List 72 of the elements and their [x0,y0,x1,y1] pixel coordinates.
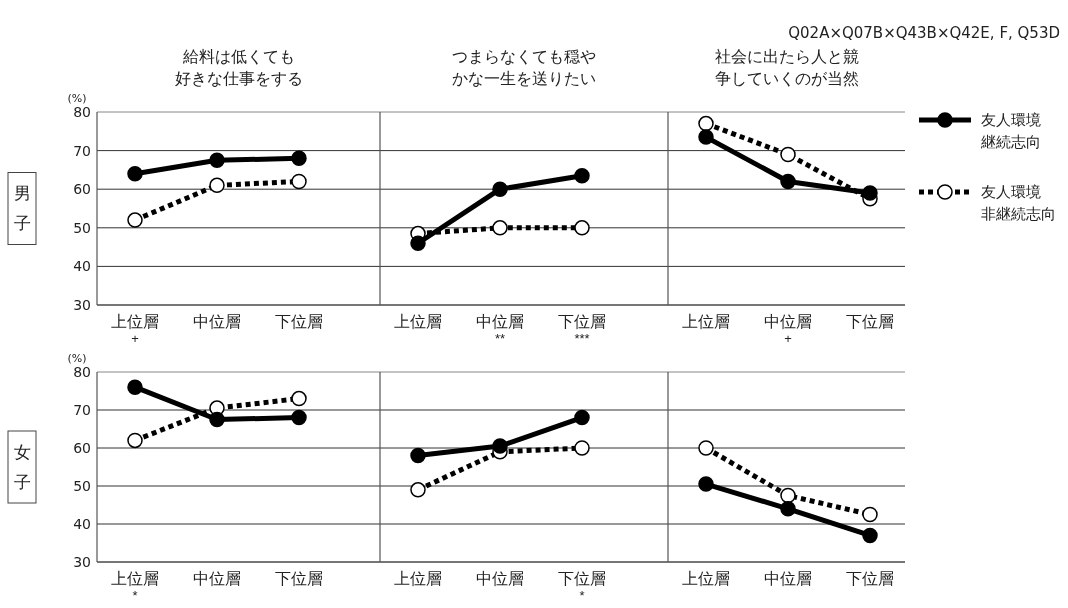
x-tick-label: 上位層 [394,312,442,331]
point [698,115,714,132]
x-tick-label: 下位層* [558,569,606,603]
point [574,220,590,236]
x-tick-label: 中位層+ [764,312,812,346]
point [209,411,225,428]
y-tick-label: 40 [73,258,91,275]
point [410,235,426,251]
text: 女子 [13,441,31,492]
x-tick-label: 上位層 [394,569,442,588]
point [698,440,714,456]
chart-title: 給料は低くても好きな仕事をする [174,47,303,88]
point [127,212,143,228]
point [127,432,143,449]
point [127,166,143,182]
point [291,150,307,167]
legend-label: 友人環境継続志向 [980,111,1041,152]
point [574,440,590,456]
point [780,146,796,163]
x-tick-label: 下位層*** [558,312,606,346]
x-tick-label: 中位層 [193,312,241,331]
point [698,476,714,492]
point [291,409,307,426]
y-tick-label: 70 [73,401,91,418]
y-tick-label: 80 [73,103,91,120]
point [780,501,796,517]
point [410,447,426,464]
y-tick-label: 50 [73,219,91,236]
point [862,506,878,523]
point [862,185,878,201]
y-axis-title: (%) [67,92,87,105]
y-tick-label: 60 [73,181,91,198]
y-tick-label: 60 [73,439,91,456]
point [291,390,307,407]
point [291,173,307,190]
x-tick-label: 下位層 [275,312,323,331]
text: Q02A×Q07B×Q43B×Q42E, F, Q53D [788,24,1060,42]
x-tick-label: 中位層** [476,312,524,346]
x-tick-label: 下位層 [846,312,894,331]
x-tick-label: 上位層 [682,312,730,331]
x-tick-label: 下位層 [275,569,323,588]
point [574,167,590,184]
point [574,409,590,426]
x-tick-label: 上位層 [682,569,730,588]
point [862,527,878,544]
point [209,177,225,194]
point [492,181,508,197]
chart-title: 社会に出たら人と競争していくのが当然 [714,47,859,88]
y-tick-label: 30 [73,553,91,570]
x-tick-label: 上位層+ [111,312,159,346]
point [492,438,508,454]
point [698,129,714,145]
x-tick-label: 中位層 [764,569,812,588]
y-tick-label: 70 [73,142,91,159]
x-tick-label: 下位層 [846,569,894,588]
point [780,487,796,504]
y-tick-label: 80 [73,363,91,380]
point [209,152,225,168]
chart-title: つまらなくても穏やかな一生を送りたい [452,47,596,88]
y-axis-title: (%) [67,352,87,365]
y-tick-label: 50 [73,477,91,494]
y-tick-label: 30 [73,296,91,313]
y-tick-label: 40 [73,515,91,532]
x-tick-label: 中位層 [476,569,524,588]
point [410,482,426,498]
text: 男子 [13,183,31,234]
x-tick-label: 中位層 [193,569,241,588]
point [780,173,796,190]
point [492,220,508,236]
legend-label: 友人環境非継続志向 [981,183,1056,224]
point [127,379,143,395]
x-tick-label: 上位層* [111,569,159,603]
